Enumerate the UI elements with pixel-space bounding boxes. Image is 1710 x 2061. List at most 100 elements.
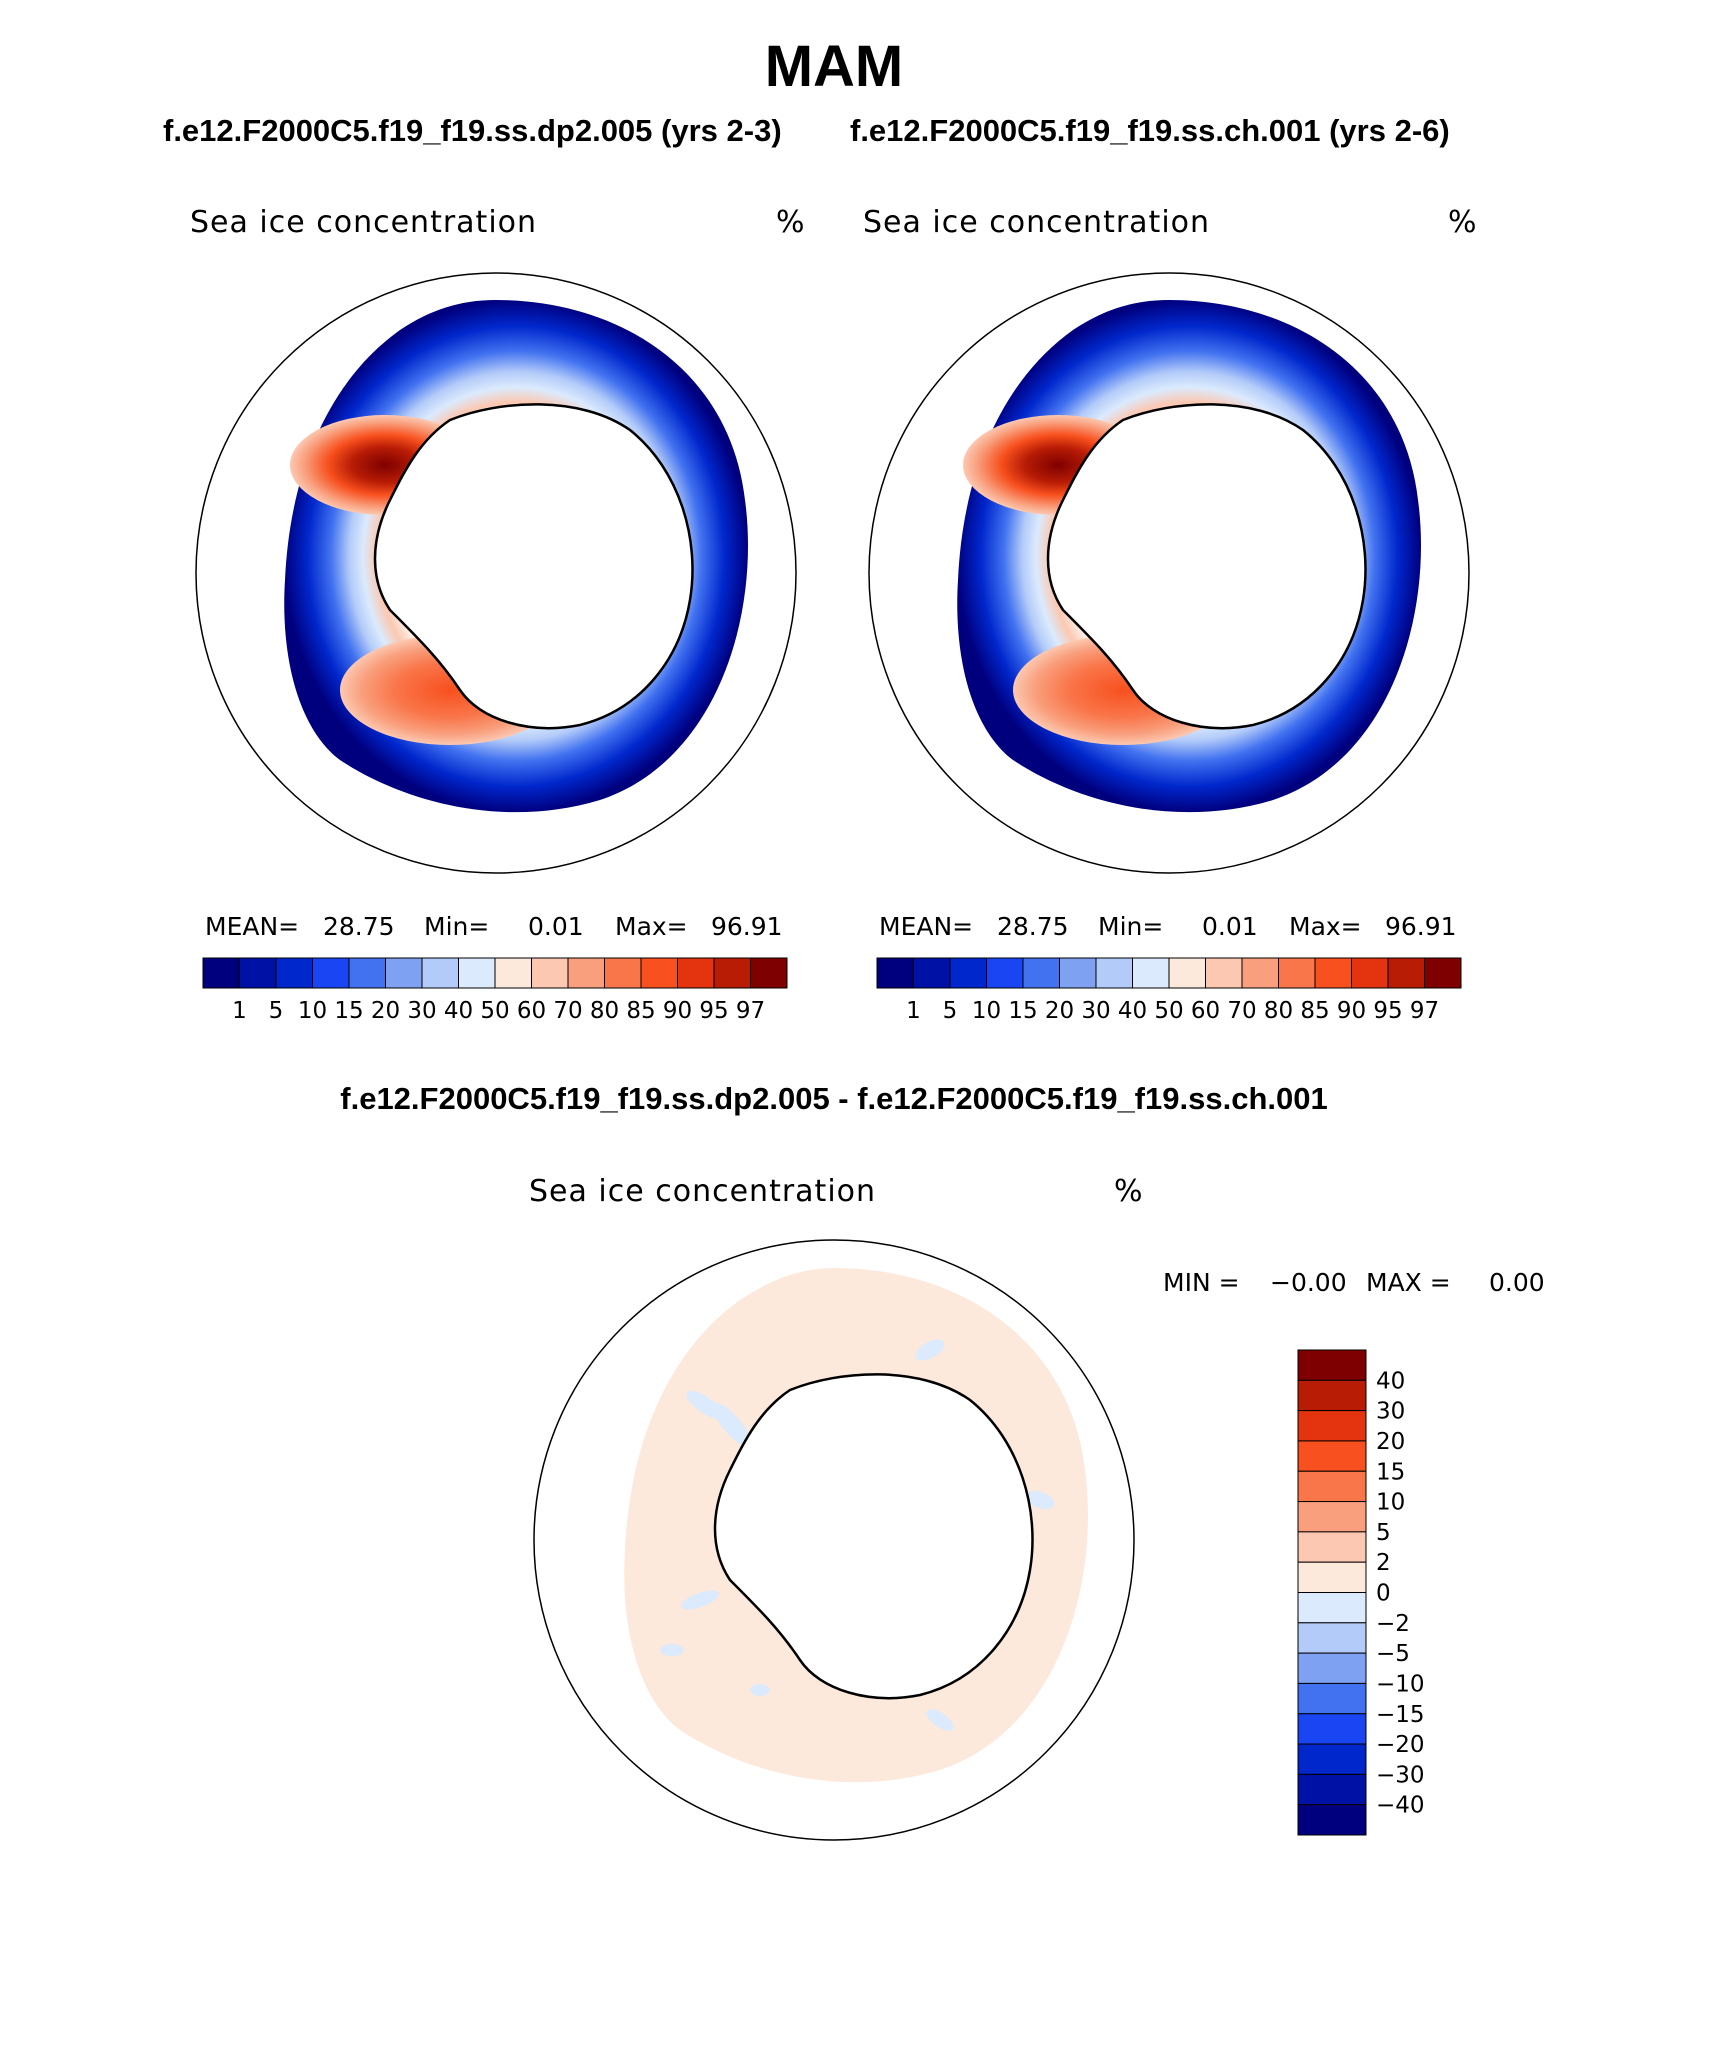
colorbar-diff-swatch — [1297, 1501, 1367, 1533]
colorbar-right-swatch — [1205, 957, 1243, 989]
map-right-antarctica — [1046, 403, 1367, 730]
colorbar-left-tick-label: 1 — [232, 998, 247, 1024]
colorbar-right-tick-label: 10 — [972, 998, 1001, 1024]
map-diff — [533, 1239, 1135, 1841]
diff-min-value: −0.00 — [1270, 1268, 1347, 1297]
colorbar-left-swatch — [202, 957, 240, 989]
map-left — [195, 272, 797, 874]
panel-right-min-label: Min= — [1098, 912, 1163, 941]
colorbar-left-swatch — [750, 957, 788, 989]
diff-subtitle: f.e12.F2000C5.f19_f19.ss.dp2.005 - f.e12… — [340, 1081, 1327, 1116]
colorbar-right-tick-label: 40 — [1118, 998, 1147, 1024]
colorbar-diff-tick-label: −5 — [1376, 1641, 1410, 1667]
colorbar-right-swatch — [1168, 957, 1206, 989]
colorbar-diff-tick-label: 20 — [1376, 1429, 1405, 1455]
colorbar-diff-swatch — [1297, 1440, 1367, 1472]
colorbar-right: 1 5 10 15 20 30 40 50 60 70 80 85 90 95 97 — [876, 957, 1462, 1024]
colorbar-left-tick-label: 20 — [371, 998, 400, 1024]
colorbar-left-tick-label: 10 — [298, 998, 327, 1024]
colorbar-left-swatch — [494, 957, 532, 989]
page-title: MAM — [765, 34, 904, 99]
diff-max-label: MAX = — [1366, 1268, 1451, 1297]
panel-left-mean-label: MEAN= — [205, 912, 299, 941]
colorbar-left-swatch — [677, 957, 715, 989]
colorbar-diff-swatch — [1297, 1531, 1367, 1563]
colorbar-left-swatch — [239, 957, 277, 989]
colorbar-diff-tick-label: −2 — [1376, 1611, 1410, 1637]
panel-right-mean-label: MEAN= — [879, 912, 973, 941]
colorbar-left: 1 5 10 15 20 30 40 50 60 70 80 85 90 95 97 — [202, 957, 788, 1024]
colorbar-right-swatch — [986, 957, 1024, 989]
colorbar-diff-tick-label: −40 — [1376, 1793, 1425, 1819]
colorbar-diff-tick-label: 0 — [1376, 1581, 1391, 1607]
colorbar-diff-tick-label: −20 — [1376, 1732, 1425, 1758]
colorbar-diff-tick-label: −15 — [1376, 1702, 1425, 1728]
colorbar-right-swatch — [949, 957, 987, 989]
colorbar-left-swatch — [458, 957, 496, 989]
colorbar-diff-tick-label: 15 — [1376, 1459, 1405, 1485]
panel-left-max-value: 96.91 — [711, 912, 783, 941]
colorbar-right-tick-label: 5 — [943, 998, 958, 1024]
colorbar-diff-swatch — [1297, 1410, 1367, 1442]
panel-right-max-label: Max= — [1289, 912, 1362, 941]
panel-right-field-label: Sea ice concentration — [863, 205, 1210, 240]
colorbar-left-tick-label: 97 — [736, 998, 765, 1024]
colorbar-left-swatch — [421, 957, 459, 989]
colorbar-left-tick-label: 60 — [517, 998, 546, 1024]
colorbar-diff-swatch — [1297, 1804, 1367, 1836]
colorbar-left-swatch — [567, 957, 605, 989]
colorbar-left-tick-label: 5 — [269, 998, 284, 1024]
colorbar-right-tick-label: 60 — [1191, 998, 1220, 1024]
colorbar-right-tick-label: 30 — [1081, 998, 1110, 1024]
colorbar-left-tick-label: 90 — [663, 998, 692, 1024]
colorbar-diff-tick-label: 40 — [1376, 1368, 1405, 1394]
colorbar-right-swatch — [1278, 957, 1316, 989]
colorbar-right-tick-label: 80 — [1264, 998, 1293, 1024]
colorbar-diff-swatch — [1297, 1622, 1367, 1654]
colorbar-right-tick-label: 70 — [1227, 998, 1256, 1024]
colorbar-right-swatch — [1132, 957, 1170, 989]
panel-right-max-value: 96.91 — [1385, 912, 1457, 941]
colorbar-right-swatch — [1241, 957, 1279, 989]
colorbar-diff-swatch — [1297, 1592, 1367, 1624]
colorbar-left-tick-label: 85 — [626, 998, 655, 1024]
colorbar-right-swatch — [1387, 957, 1425, 989]
diff-max-value: 0.00 — [1489, 1268, 1545, 1297]
colorbar-left-swatch — [640, 957, 678, 989]
panel-left-min-value: 0.01 — [528, 912, 584, 941]
colorbar-left-tick-label: 70 — [553, 998, 582, 1024]
colorbar-diff-tick-label: 10 — [1376, 1490, 1405, 1516]
colorbar-diff-tick-label: 5 — [1376, 1520, 1391, 1546]
colorbar-diff-swatch — [1297, 1379, 1367, 1412]
panel-left-subtitle: f.e12.F2000C5.f19_f19.ss.dp2.005 (yrs 2-… — [163, 113, 782, 148]
panel-left-field-label: Sea ice concentration — [190, 205, 537, 240]
colorbar-diff-swatch — [1297, 1561, 1367, 1593]
colorbar-right-swatch — [1022, 957, 1060, 989]
colorbar-right-swatch — [913, 957, 951, 989]
colorbar-left-swatch — [348, 957, 386, 989]
colorbar-diff-swatch — [1297, 1773, 1367, 1806]
map-left-antarctica — [373, 403, 694, 730]
diff-field-label: Sea ice concentration — [529, 1174, 876, 1209]
colorbar-left-tick-label: 80 — [590, 998, 619, 1024]
colorbar-right-tick-label: 1 — [906, 998, 921, 1024]
colorbar-right-tick-label: 97 — [1410, 998, 1439, 1024]
colorbar-diff-tick-label: −10 — [1376, 1671, 1425, 1697]
colorbar-left-tick-label: 40 — [444, 998, 473, 1024]
colorbar-right-swatch — [1095, 957, 1133, 989]
colorbar-right-swatch — [1314, 957, 1352, 989]
colorbar-left-tick-label: 50 — [480, 998, 509, 1024]
map-diff-antarctica — [713, 1373, 1034, 1700]
panel-difference: f.e12.F2000C5.f19_f19.ss.dp2.005 - f.e12… — [340, 1081, 1545, 1841]
colorbar-left-tick-label: 15 — [334, 998, 363, 1024]
colorbar-right-tick-label: 90 — [1337, 998, 1366, 1024]
panel-left-max-label: Max= — [615, 912, 688, 941]
colorbar-right-tick-label: 20 — [1045, 998, 1074, 1024]
colorbar-right-swatch — [1424, 957, 1462, 989]
colorbar-left-swatch — [385, 957, 423, 989]
colorbar-right-swatch — [876, 957, 914, 989]
panel-left: Sea ice concentration % MEAN= 28.75 Min=… — [190, 205, 805, 1024]
panel-right-min-value: 0.01 — [1202, 912, 1258, 941]
